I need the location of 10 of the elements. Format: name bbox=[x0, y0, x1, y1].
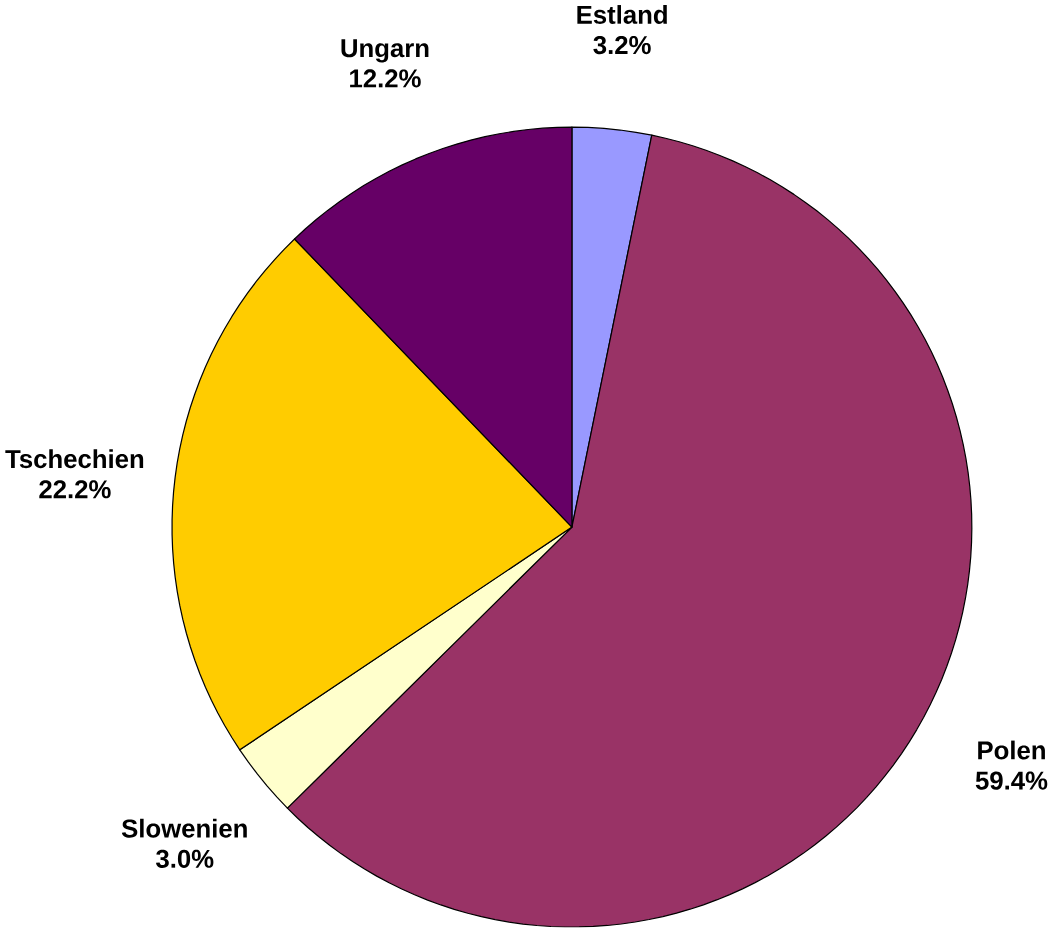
slice-label: Ungarn bbox=[341, 39, 429, 63]
data-label: 3.0% bbox=[156, 849, 214, 869]
slice-label: Estland bbox=[577, 5, 667, 25]
data-label: 22.2% bbox=[39, 480, 111, 499]
slice-label: Slowenien bbox=[121, 818, 247, 838]
slice-label: Tschechien bbox=[5, 449, 144, 469]
data-label: 12.2% bbox=[350, 69, 421, 88]
data-label: 3.2% bbox=[593, 36, 651, 55]
data-label: 59.4% bbox=[975, 771, 1048, 790]
slice-label: Polen bbox=[978, 740, 1045, 760]
